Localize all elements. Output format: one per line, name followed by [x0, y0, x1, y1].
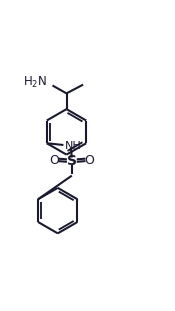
Text: NH: NH — [65, 141, 82, 151]
Text: O: O — [84, 154, 94, 167]
Text: O: O — [49, 154, 59, 167]
Text: S: S — [67, 154, 77, 168]
Text: H$_2$N: H$_2$N — [23, 74, 47, 90]
